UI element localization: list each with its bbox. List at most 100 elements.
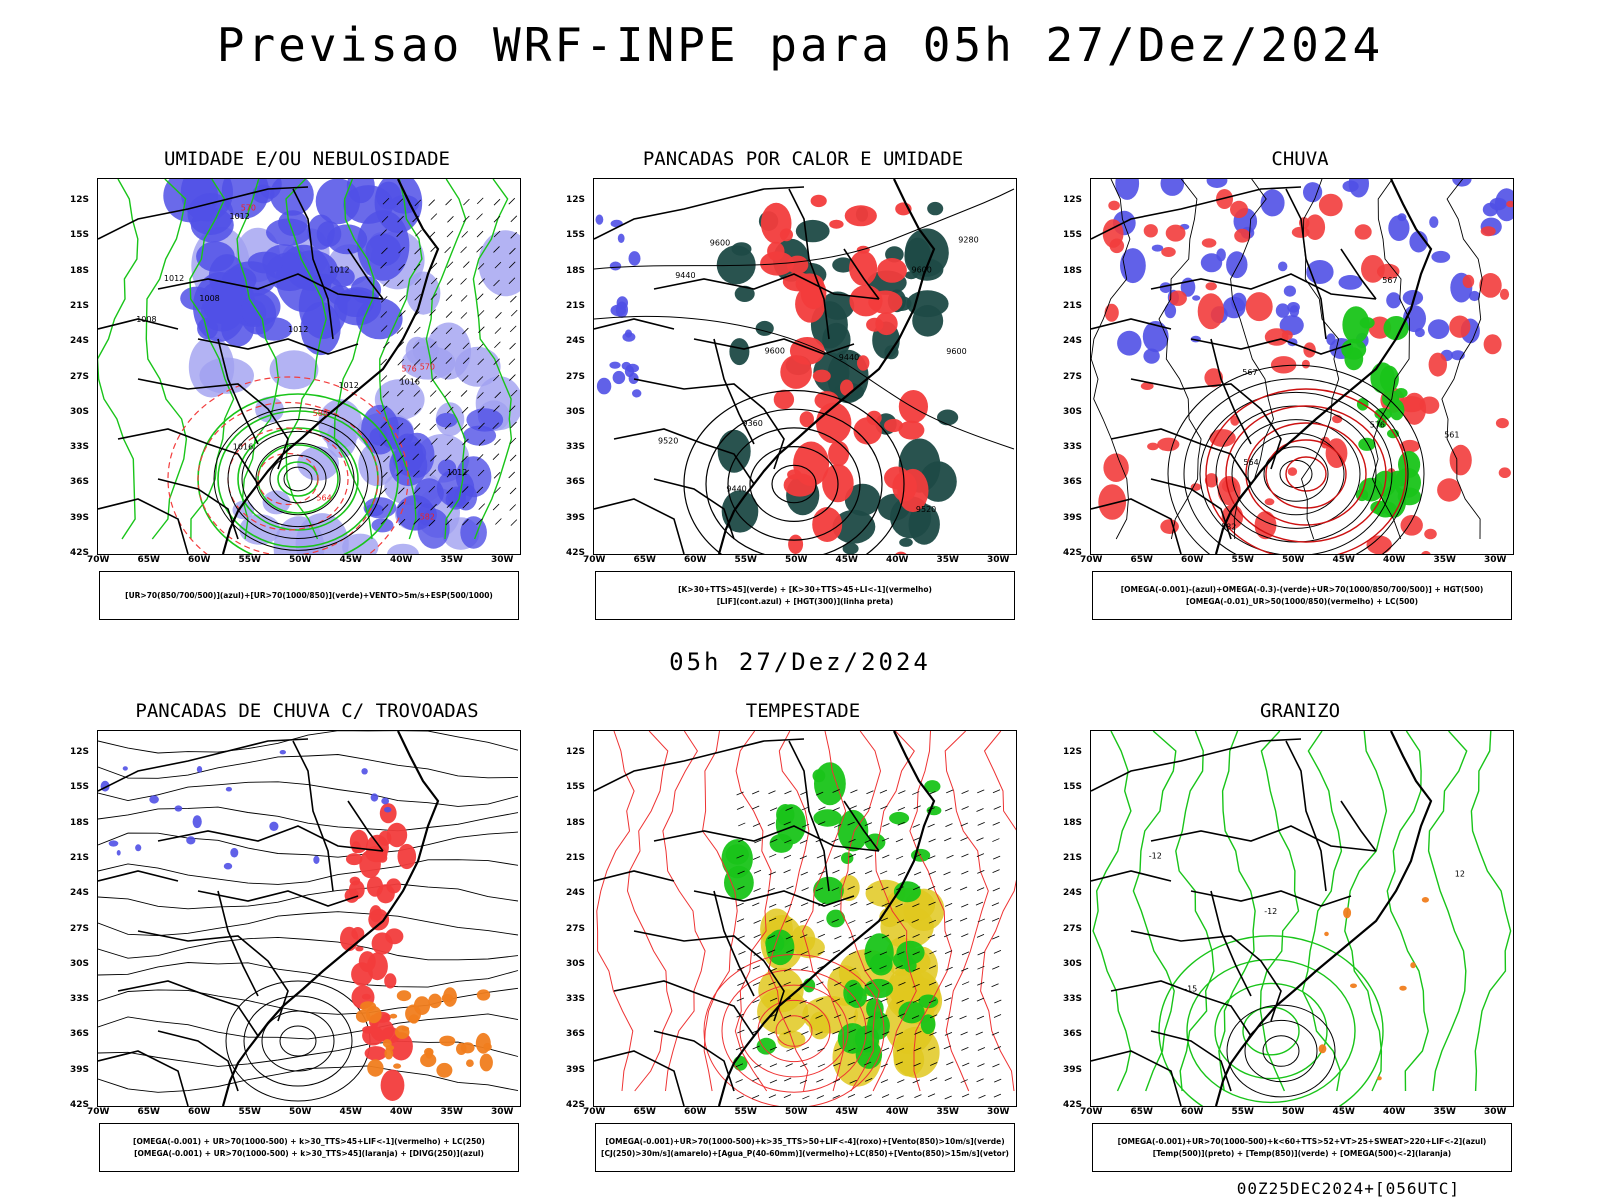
latitude-label: 42S <box>1063 548 1083 558</box>
wind-arrow <box>977 965 985 970</box>
border-line <box>1285 188 1327 340</box>
wind-arrow <box>848 920 856 924</box>
wind-arrow <box>381 216 389 223</box>
latitude-label: 39S <box>1063 1064 1083 1075</box>
wind-arrow <box>784 903 792 908</box>
border-line <box>653 825 880 852</box>
wind-arrow <box>413 487 421 494</box>
shading-blob <box>462 425 497 446</box>
wind-arrow <box>380 375 388 382</box>
latitude-label: 39S <box>566 1064 586 1075</box>
shading-blob <box>1480 226 1496 237</box>
isoline <box>1344 731 1388 1092</box>
map-graphic: 1008 1012 1012 1012 1016 1012 1008 1012 1012 1016… <box>98 179 520 554</box>
shading-blob <box>460 516 487 549</box>
wind-arrow <box>785 935 794 940</box>
shading-blob <box>795 219 830 243</box>
wind-arrow <box>380 421 387 429</box>
shading-blob <box>192 815 202 829</box>
wind-arrow <box>882 823 890 827</box>
shading-blob <box>1301 359 1310 369</box>
latitude-label: 36S <box>566 1029 586 1040</box>
wind-arrow <box>977 981 985 986</box>
shading-blob <box>1192 295 1201 301</box>
wind-arrow <box>943 871 951 876</box>
shading-blob <box>466 1059 474 1067</box>
shading-blob <box>384 806 392 813</box>
wind-arrow <box>912 823 920 828</box>
longitude-label: 55W <box>734 555 757 565</box>
wind-arrow <box>447 216 454 223</box>
wind-arrow <box>848 853 856 858</box>
wind-arrow <box>928 965 937 970</box>
wind-arrow <box>833 903 841 908</box>
contour-line <box>1225 405 1387 543</box>
wind-arrow <box>769 903 777 908</box>
border-line <box>693 338 855 355</box>
wind-arrow <box>783 1094 792 1098</box>
shading-blob <box>843 979 863 1006</box>
border-line <box>1150 1030 1232 1092</box>
border-line <box>613 428 755 485</box>
wind-arrow <box>736 791 744 796</box>
wind-arrow <box>446 438 454 446</box>
wind-arrow <box>783 981 791 986</box>
wind-arrow <box>863 807 871 811</box>
contour-labels: -12 -12 -15 12 <box>1149 852 1465 994</box>
wind-arrow <box>977 821 985 826</box>
wind-arrow <box>944 1077 952 1081</box>
shading-blob <box>122 766 128 771</box>
shading-blob <box>381 1013 391 1022</box>
wind-arrow <box>768 871 776 876</box>
wind-arrow <box>863 1061 872 1066</box>
longitude-label: 40W <box>390 1107 413 1117</box>
wind-arrow <box>494 438 501 446</box>
shading-blob <box>628 372 639 384</box>
shading-blob <box>1343 907 1352 919</box>
border-line <box>157 273 384 300</box>
wind-arrow <box>992 855 1001 860</box>
wind-arrow <box>897 807 905 811</box>
wind-arrow <box>960 1079 968 1083</box>
shading-blob <box>615 301 628 318</box>
latitude-label: 24S <box>566 336 586 347</box>
wind-arrow <box>413 359 421 366</box>
wind-arrow <box>977 1047 986 1051</box>
legend-line: [OMEGA(-0.001)+UR>70(1000-500)+k>35_TTS>… <box>605 1136 1005 1146</box>
wind-arrow <box>865 855 873 859</box>
wind-arrow <box>784 839 792 844</box>
wind-arrow <box>991 1031 1000 1036</box>
wind-arrow <box>849 1079 857 1084</box>
shading-blob <box>1209 429 1236 447</box>
latitude-label: 21S <box>566 852 586 863</box>
shading-blob <box>810 194 827 208</box>
legend-line: [OMEGA(-0.001)+UR>70(1000-500)+k<60+TTS>… <box>1117 1136 1487 1146</box>
wind-arrow <box>783 1014 792 1019</box>
latitude-label: 15S <box>566 230 586 241</box>
contour-line <box>1265 439 1347 509</box>
shading-blob <box>813 809 842 827</box>
wind-arrow <box>928 919 937 924</box>
wind-arrow <box>769 1046 778 1051</box>
wind-arrow <box>834 824 842 828</box>
shading-blob <box>1231 292 1247 312</box>
shading-blob <box>898 420 925 440</box>
shading-blob <box>866 410 882 426</box>
shading-blob <box>385 1045 395 1051</box>
shading-blob <box>814 391 839 410</box>
coastline <box>221 731 440 1106</box>
panel-title: PANCADAS DE CHUVA C/ TROVOADAS <box>135 700 479 722</box>
wind-arrow <box>495 518 502 525</box>
wind-arrow <box>816 1095 825 1099</box>
wind-arrow <box>446 261 454 269</box>
contour-label: 576 <box>1370 420 1385 429</box>
shading-blob <box>1291 226 1310 238</box>
wind-arrow <box>960 837 968 842</box>
shading-blob <box>826 909 846 928</box>
wind-arrow <box>929 1014 938 1019</box>
wind-arrow <box>865 919 873 924</box>
latitude-label: 12S <box>70 747 90 757</box>
border-line <box>98 498 189 554</box>
wind-arrow <box>753 919 761 924</box>
wind-arrow <box>976 1015 985 1020</box>
